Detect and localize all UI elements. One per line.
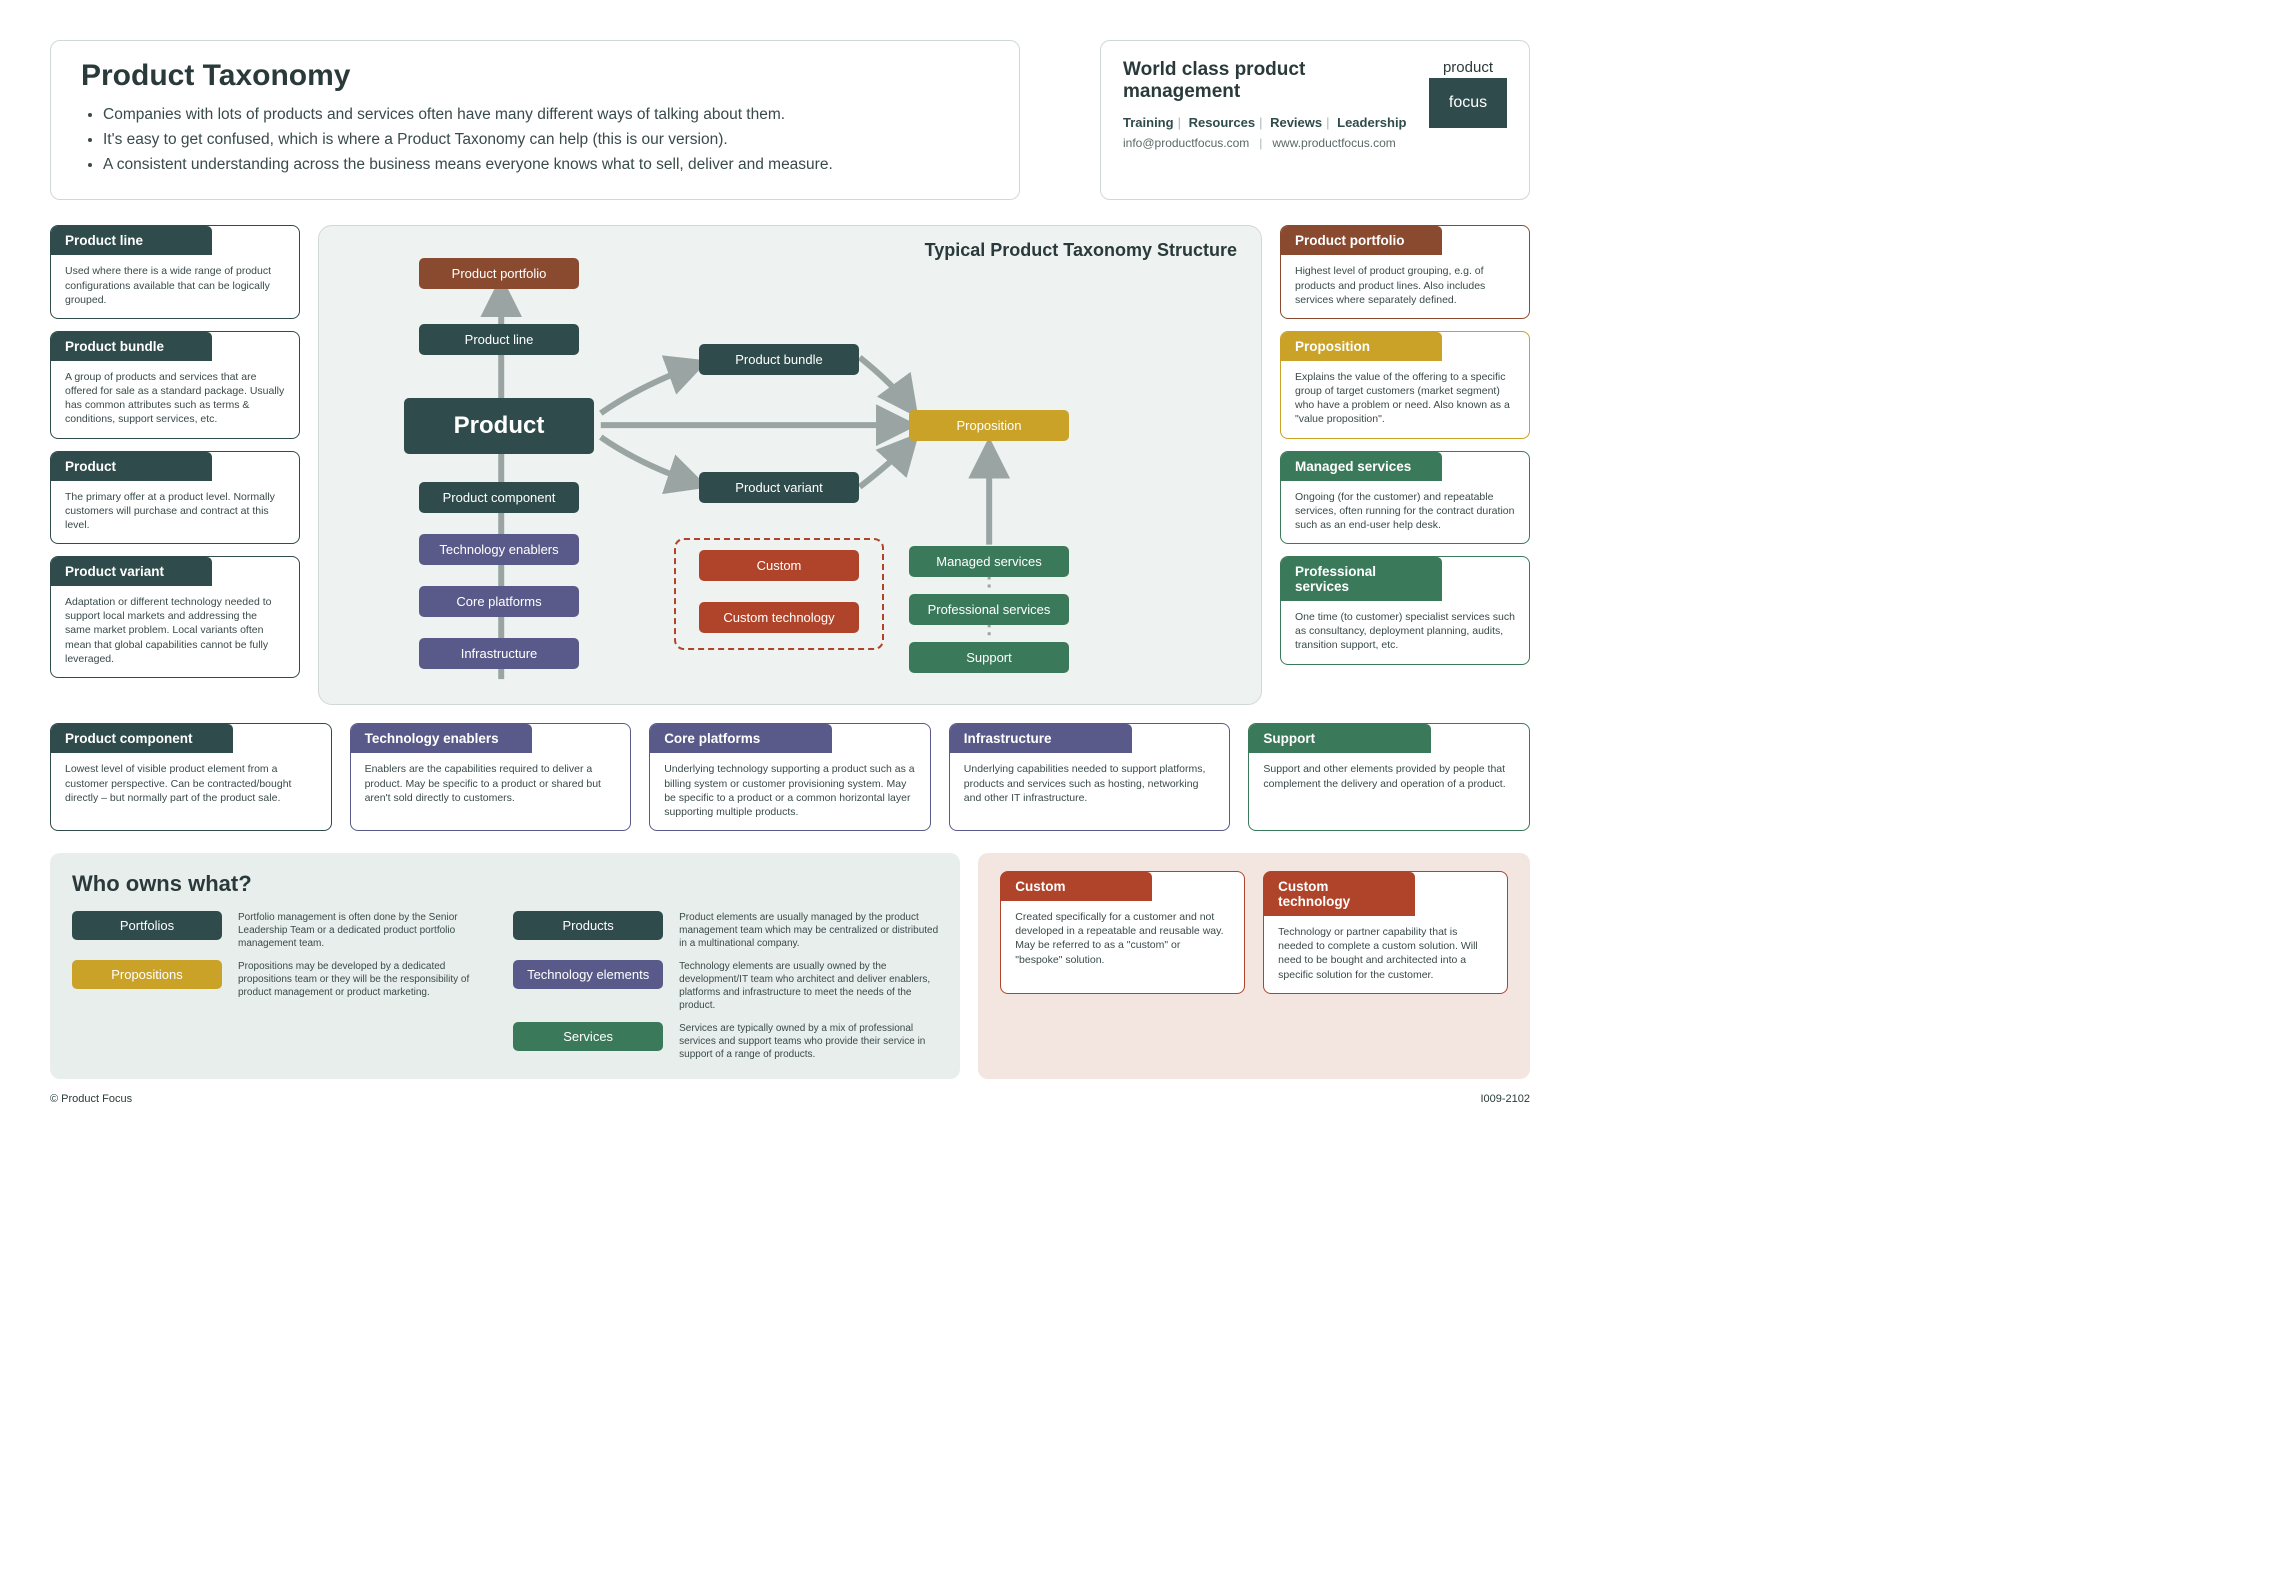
pill-propositions: Propositions [72,960,222,989]
node-product-component: Product component [419,482,579,513]
who-owns-panel: Who owns what? Portfolios Portfolio mana… [50,853,960,1079]
tech-row: Product component Lowest level of visibl… [50,723,1530,831]
card-product: Product The primary offer at a product l… [50,451,300,545]
card-infrastructure: Infrastructure Underlying capabilities n… [949,723,1231,831]
node-technology-enablers: Technology enablers [419,534,579,565]
page-title: Product Taxonomy [81,59,989,93]
doc-code: I009-2102 [1480,1093,1530,1105]
pill-portfolios: Portfolios [72,911,222,940]
footer-panels: Who owns what? Portfolios Portfolio mana… [50,853,1530,1079]
brand-contact: info@productfocus.com|www.productfocus.c… [1123,136,1411,150]
right-cards: Product portfolio Highest level of produ… [1280,225,1530,705]
intro-bullet: A consistent understanding across the bu… [103,153,989,178]
node-custom: Custom [699,550,859,581]
diagram-title: Typical Product Taxonomy Structure [925,240,1237,261]
node-product-line: Product line [419,324,579,355]
node-product: Product [404,398,594,454]
card-product-variant: Product variant Adaptation or different … [50,556,300,678]
brand-nav: Training| Resources| Reviews| Leadership [1123,115,1411,130]
pill-technology-elements: Technology elements [513,960,663,989]
card-product-bundle: Product bundle A group of products and s… [50,331,300,439]
diagram-panel: Typical Product Taxonomy Structure [318,225,1262,705]
node-product-portfolio: Product portfolio [419,258,579,289]
pill-services: Services [513,1022,663,1051]
intro-bullet: Companies with lots of products and serv… [103,103,989,128]
custom-panel: Custom Created specifically for a custom… [978,853,1530,1079]
node-support: Support [909,642,1069,673]
brand-panel: World class product management Training|… [1100,40,1530,200]
card-support: Support Support and other elements provi… [1248,723,1530,831]
title-panel: Product Taxonomy Companies with lots of … [50,40,1020,200]
node-proposition: Proposition [909,410,1069,441]
node-infrastructure: Infrastructure [419,638,579,669]
node-custom-technology: Custom technology [699,602,859,633]
card-proposition: Proposition Explains the value of the of… [1280,331,1530,439]
card-product-portfolio: Product portfolio Highest level of produ… [1280,225,1530,319]
left-cards: Product line Used where there is a wide … [50,225,300,705]
pill-products: Products [513,911,663,940]
brand-title: World class product management [1123,59,1411,103]
logo: product focus [1429,59,1507,181]
card-custom-technology: Custom technology Technology or partner … [1263,871,1508,994]
intro-list: Companies with lots of products and serv… [81,103,989,177]
header: Product Taxonomy Companies with lots of … [50,40,1530,200]
copyright: © Product Focus [50,1093,132,1105]
card-custom: Custom Created specifically for a custom… [1000,871,1245,994]
who-title: Who owns what? [72,871,938,897]
node-product-variant: Product variant [699,472,859,503]
card-core-platforms: Core platforms Underlying technology sup… [649,723,931,831]
card-managed-services: Managed services Ongoing (for the custom… [1280,451,1530,545]
node-professional-services: Professional services [909,594,1069,625]
card-product-component: Product component Lowest level of visibl… [50,723,332,831]
card-technology-enablers: Technology enablers Enablers are the cap… [350,723,632,831]
card-professional-services: Professional services One time (to custo… [1280,556,1530,665]
intro-bullet: It's easy to get confused, which is wher… [103,128,989,153]
main-grid: Product line Used where there is a wide … [50,225,1530,705]
node-core-platforms: Core platforms [419,586,579,617]
footer-bar: © Product Focus I009-2102 [50,1093,1530,1105]
card-product-line: Product line Used where there is a wide … [50,225,300,319]
node-product-bundle: Product bundle [699,344,859,375]
node-managed-services: Managed services [909,546,1069,577]
